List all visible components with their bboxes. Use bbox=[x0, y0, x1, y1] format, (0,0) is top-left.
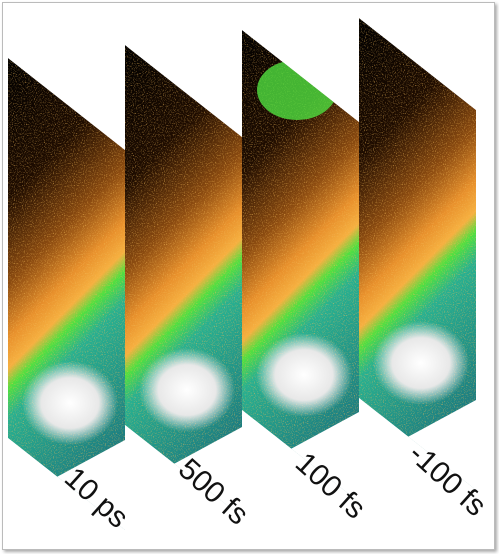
white-blob bbox=[256, 333, 352, 417]
white-blob bbox=[373, 321, 469, 405]
green-spot bbox=[257, 60, 337, 120]
white-blob bbox=[22, 361, 118, 445]
white-blob bbox=[139, 348, 235, 432]
